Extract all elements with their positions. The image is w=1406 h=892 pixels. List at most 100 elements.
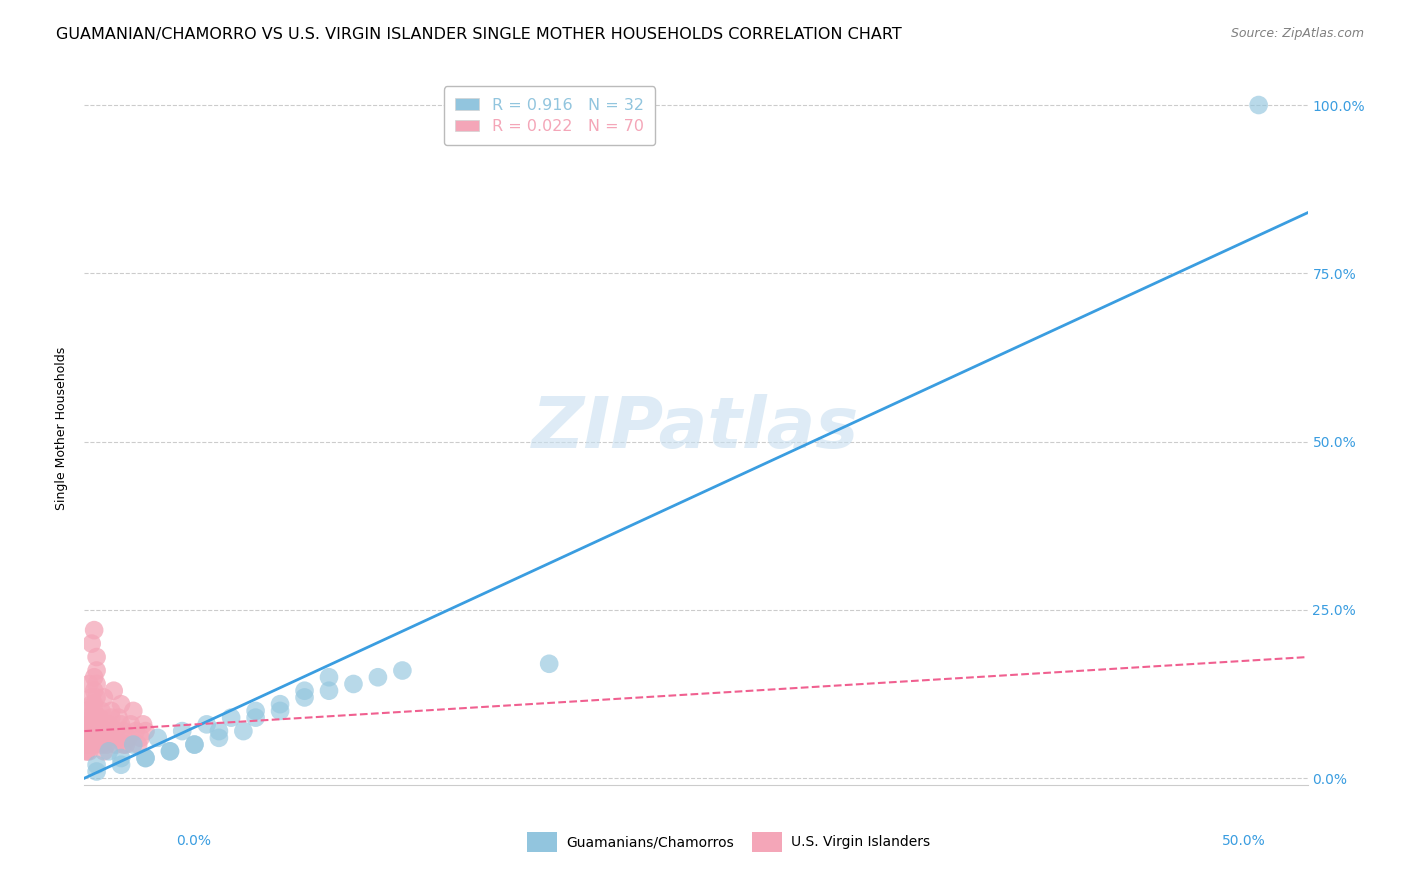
Point: [110, 697, 132, 711]
Point: [132, 717, 155, 731]
Text: U.S. Virgin Islanders: U.S. Virgin Islanders: [790, 835, 929, 849]
Point: [76, 704, 98, 718]
Point: [107, 711, 129, 725]
Point: [77, 711, 100, 725]
Point: [80, 711, 103, 725]
Point: [120, 717, 142, 731]
Point: [294, 683, 316, 698]
Point: [105, 738, 128, 752]
Point: [232, 724, 254, 739]
Point: [122, 704, 145, 718]
Point: [269, 697, 291, 711]
Point: [90, 731, 112, 745]
Point: [135, 724, 157, 739]
Point: [103, 683, 125, 698]
Point: [183, 738, 205, 752]
Text: Guamanians/Chamorros: Guamanians/Chamorros: [565, 835, 734, 849]
Point: [110, 751, 132, 765]
Point: [80, 717, 103, 731]
Point: [183, 738, 205, 752]
Point: [80, 717, 103, 731]
Point: [96, 731, 118, 745]
Point: [86, 664, 108, 678]
Point: [367, 670, 389, 684]
Point: [135, 751, 157, 765]
Point: [125, 724, 148, 739]
Point: [76, 724, 98, 739]
Point: [83, 724, 105, 739]
Text: GUAMANIAN/CHAMORRO VS U.S. VIRGIN ISLANDER SINGLE MOTHER HOUSEHOLDS CORRELATION : GUAMANIAN/CHAMORRO VS U.S. VIRGIN ISLAND…: [56, 27, 903, 42]
Point: [97, 731, 120, 745]
Point: [77, 731, 100, 745]
Point: [83, 670, 105, 684]
Text: ZIPatlas: ZIPatlas: [533, 393, 859, 463]
Point: [87, 731, 110, 745]
Point: [127, 738, 149, 752]
Point: [1247, 98, 1270, 112]
Point: [100, 704, 122, 718]
Text: 50.0%: 50.0%: [1222, 834, 1265, 848]
Point: [135, 751, 157, 765]
Point: [294, 690, 316, 705]
Point: [97, 744, 120, 758]
Point: [195, 717, 218, 731]
Point: [146, 731, 169, 745]
Point: [86, 764, 108, 779]
Point: [159, 744, 181, 758]
Point: [159, 744, 181, 758]
Point: [172, 724, 194, 739]
Point: [86, 711, 108, 725]
Point: [391, 664, 413, 678]
Point: [110, 757, 132, 772]
Point: [219, 711, 242, 725]
Point: [538, 657, 561, 671]
Point: [83, 697, 105, 711]
Point: [83, 738, 105, 752]
Text: Source: ZipAtlas.com: Source: ZipAtlas.com: [1230, 27, 1364, 40]
Point: [77, 744, 100, 758]
Point: [83, 623, 105, 637]
Point: [80, 717, 103, 731]
Point: [97, 717, 120, 731]
Point: [80, 697, 103, 711]
Point: [77, 724, 100, 739]
Point: [86, 677, 108, 691]
Point: [80, 690, 103, 705]
Point: [105, 724, 128, 739]
Point: [245, 704, 267, 718]
Point: [96, 724, 118, 739]
Point: [76, 731, 98, 745]
Point: [77, 677, 100, 691]
Point: [115, 738, 138, 752]
Point: [77, 717, 100, 731]
Point: [83, 683, 105, 698]
Point: [103, 724, 125, 739]
Point: [76, 744, 98, 758]
Point: [208, 731, 231, 745]
Point: [122, 738, 145, 752]
Point: [318, 683, 340, 698]
Y-axis label: Single Mother Households: Single Mother Households: [55, 346, 69, 510]
Point: [87, 717, 110, 731]
Point: [245, 711, 267, 725]
Point: [86, 757, 108, 772]
Point: [86, 650, 108, 665]
Point: [90, 704, 112, 718]
Point: [76, 738, 98, 752]
Point: [107, 731, 129, 745]
Text: 0.0%: 0.0%: [176, 834, 211, 848]
Point: [110, 717, 132, 731]
Point: [208, 724, 231, 739]
Point: [76, 744, 98, 758]
Point: [96, 738, 118, 752]
Point: [80, 637, 103, 651]
Point: [112, 738, 135, 752]
Point: [86, 731, 108, 745]
Point: [342, 677, 364, 691]
Point: [129, 731, 152, 745]
Legend: R = 0.916   N = 32, R = 0.022   N = 70: R = 0.916 N = 32, R = 0.022 N = 70: [444, 87, 655, 145]
Point: [83, 704, 105, 718]
Point: [86, 690, 108, 705]
Point: [86, 724, 108, 739]
Point: [76, 738, 98, 752]
